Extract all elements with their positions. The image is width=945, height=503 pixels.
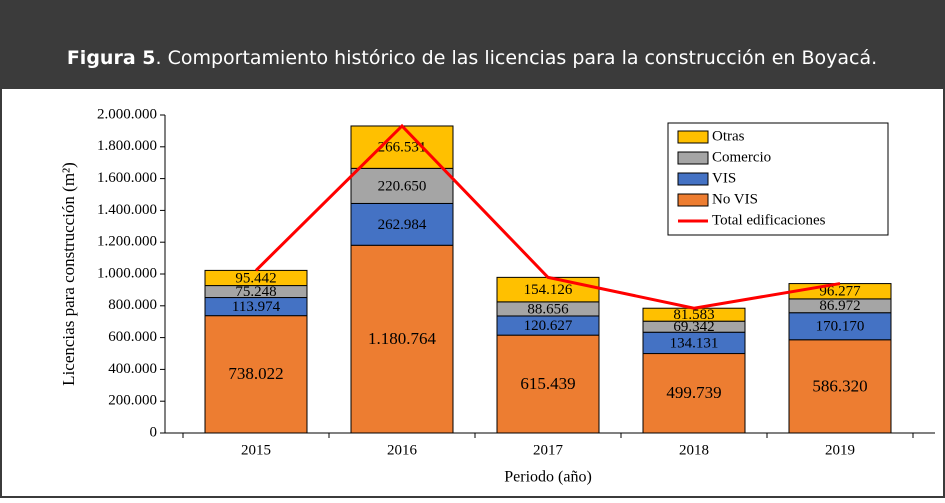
data-label: 120.627 bbox=[524, 318, 573, 334]
y-tick-label: 2.000.000 bbox=[97, 106, 157, 122]
data-label: 134.131 bbox=[670, 335, 719, 351]
data-label: 170.170 bbox=[816, 319, 865, 335]
bar-segment bbox=[642, 353, 746, 434]
data-label: 81.583 bbox=[673, 307, 714, 323]
bar-segment bbox=[788, 339, 892, 434]
y-tick-label: 0 bbox=[150, 424, 158, 440]
x-tick-label: 2017 bbox=[533, 442, 564, 458]
x-tick-label: 2015 bbox=[241, 442, 271, 458]
data-label: 220.650 bbox=[378, 178, 427, 194]
data-label: 69.342 bbox=[673, 319, 714, 335]
bar-segment bbox=[496, 334, 600, 434]
data-label: 586.320 bbox=[812, 376, 867, 395]
y-tick-label: 1.800.000 bbox=[97, 138, 157, 154]
data-label: 96.277 bbox=[819, 284, 861, 300]
legend-swatch bbox=[677, 130, 709, 144]
y-tick-label: 1.000.000 bbox=[97, 265, 157, 281]
x-tick-label: 2019 bbox=[825, 442, 855, 458]
data-label: 86.972 bbox=[819, 298, 860, 314]
legend-label: VIS bbox=[712, 170, 736, 186]
data-label: 266.531 bbox=[378, 140, 427, 156]
data-label: 615.439 bbox=[520, 374, 575, 393]
header: Figura 5. Comportamiento histórico de la… bbox=[67, 47, 877, 69]
legend-label: Total edificaciones bbox=[712, 212, 826, 228]
y-tick-label: 1.600.000 bbox=[97, 170, 157, 186]
data-label: 499.739 bbox=[666, 383, 721, 402]
x-tick-label: 2018 bbox=[679, 442, 709, 458]
y-axis-label: Licencias para construcción (m²) bbox=[59, 162, 78, 386]
y-tick-label: 1.200.000 bbox=[97, 234, 157, 250]
data-label: 738.022 bbox=[228, 364, 283, 383]
bar-segment bbox=[350, 244, 454, 434]
bar-segment bbox=[350, 202, 454, 246]
data-label: 154.126 bbox=[524, 282, 573, 298]
data-label: 75.248 bbox=[235, 284, 276, 300]
legend-label: No VIS bbox=[712, 191, 758, 207]
bar-segment bbox=[496, 276, 600, 303]
data-label: 113.974 bbox=[232, 299, 281, 315]
y-tick-label: 400.000 bbox=[108, 361, 157, 377]
bar-segment bbox=[204, 315, 308, 434]
data-label: 95.442 bbox=[235, 270, 276, 286]
data-label: 262.984 bbox=[378, 217, 427, 233]
figure-title: . Comportamiento histórico de las licenc… bbox=[155, 47, 877, 69]
legend-swatch bbox=[677, 172, 709, 186]
bar-segment bbox=[788, 312, 892, 341]
y-tick-label: 200.000 bbox=[108, 393, 157, 409]
bar-segment bbox=[350, 167, 454, 204]
x-tick-label: 2016 bbox=[387, 442, 418, 458]
data-label: 1.180.764 bbox=[368, 329, 437, 348]
header-bar bbox=[0, 0, 945, 88]
legend-swatch bbox=[677, 151, 709, 165]
y-tick-label: 1.400.000 bbox=[97, 202, 157, 218]
legend-swatch bbox=[677, 193, 709, 207]
y-tick-label: 600.000 bbox=[108, 329, 157, 345]
x-axis-label: Periodo (año) bbox=[504, 469, 592, 486]
total-line bbox=[254, 123, 841, 310]
figure-label: Figura 5 bbox=[67, 47, 156, 69]
legend-label: Comercio bbox=[712, 149, 771, 165]
legend-label: Otras bbox=[712, 128, 745, 144]
y-tick-label: 800.000 bbox=[108, 297, 157, 313]
data-label: 88.656 bbox=[527, 301, 569, 317]
